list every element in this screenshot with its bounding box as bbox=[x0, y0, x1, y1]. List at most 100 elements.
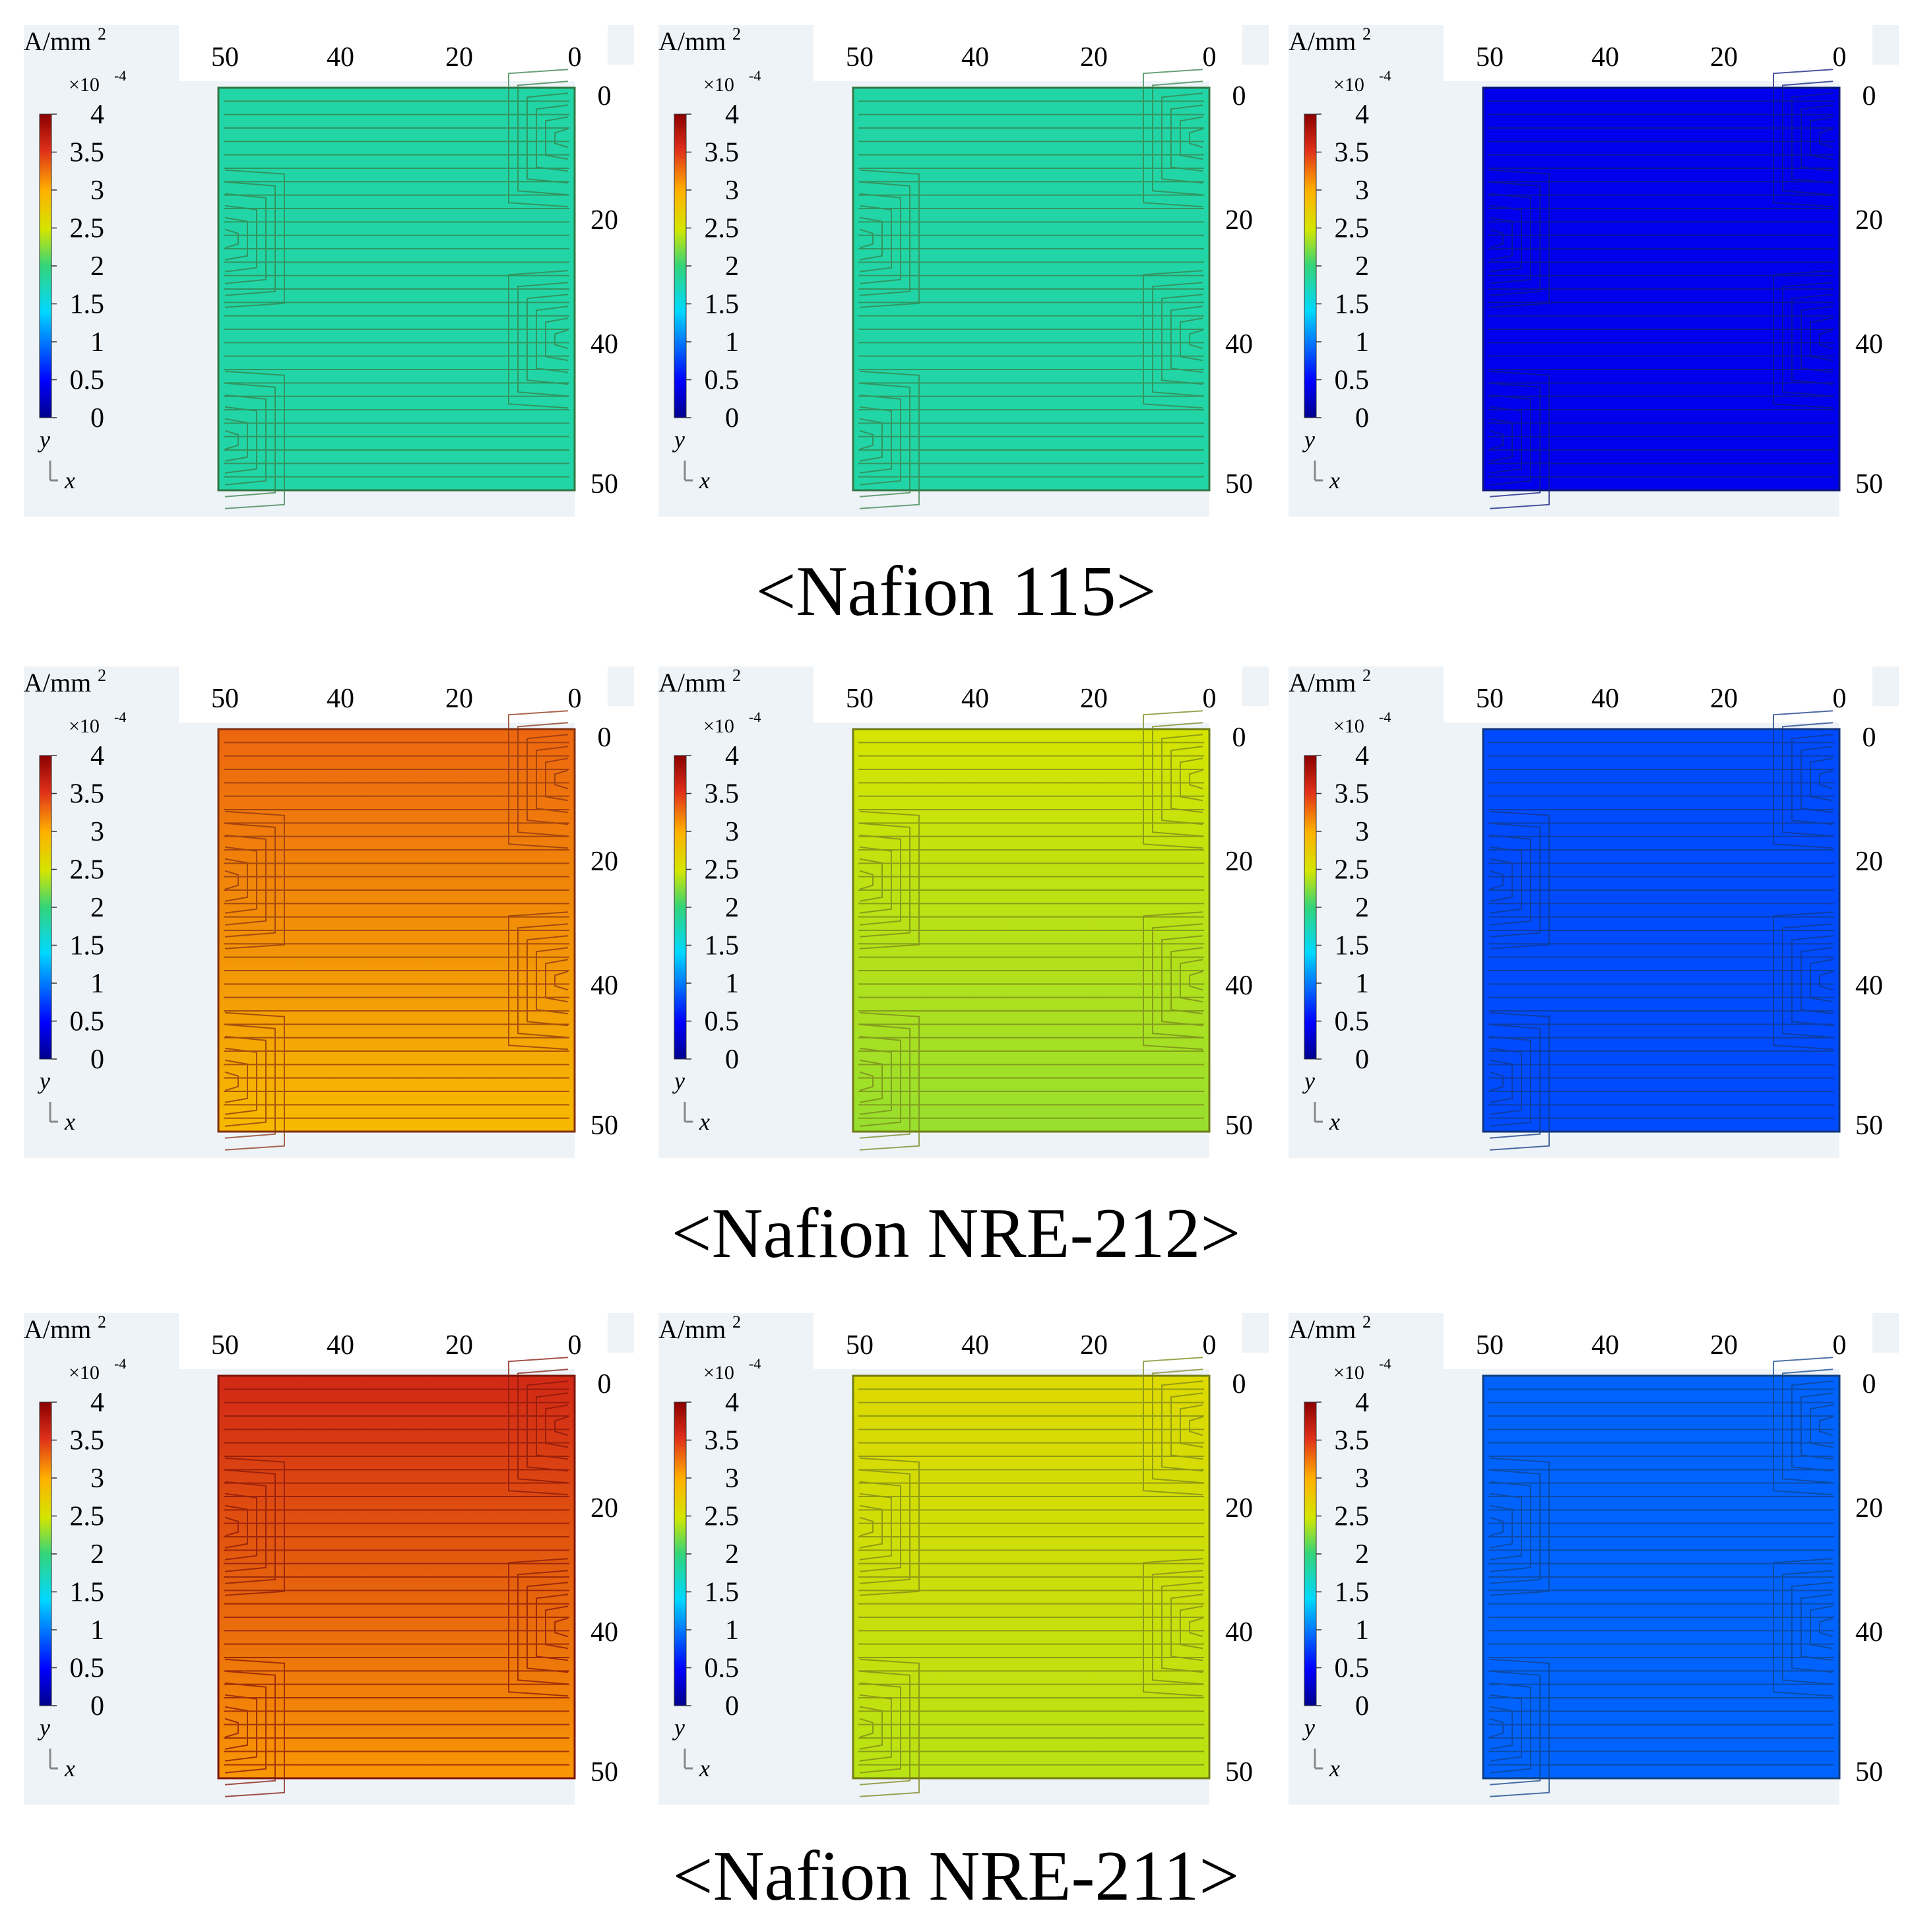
channel-turn bbox=[545, 116, 569, 160]
row-title-nafion-nre-212: <Nafion NRE-212> bbox=[671, 1194, 1241, 1273]
channel-turn bbox=[224, 846, 257, 914]
channel-turn bbox=[859, 418, 883, 462]
y-axis-band bbox=[575, 65, 634, 517]
channel-turn bbox=[859, 216, 883, 261]
channel-turn bbox=[224, 1047, 257, 1115]
channel-turn bbox=[1143, 710, 1203, 849]
x-tick-label: 50 bbox=[1476, 1330, 1504, 1361]
colorbar-unit-sup: 2 bbox=[1362, 666, 1371, 685]
channel-turn bbox=[554, 128, 569, 148]
channel-turn bbox=[859, 1516, 874, 1537]
y-tick-label: 20 bbox=[590, 1493, 618, 1524]
channel-turn bbox=[1170, 1594, 1203, 1661]
channel-turn bbox=[224, 1658, 285, 1797]
colorbar-tick-label: 2 bbox=[1355, 1539, 1369, 1570]
y-tick-label: 50 bbox=[590, 1757, 618, 1787]
channel-turn bbox=[554, 1617, 569, 1638]
colorbar-multiplier-sup: -4 bbox=[114, 1355, 126, 1372]
x-tick-label: 0 bbox=[1203, 1330, 1217, 1361]
colorbar-tick-label: 0 bbox=[725, 403, 739, 434]
x-tick-label: 20 bbox=[1710, 42, 1738, 73]
y-tick-label: 50 bbox=[1225, 1757, 1253, 1787]
colorbar-tick-label: 2.5 bbox=[705, 214, 740, 244]
channel-turn bbox=[224, 1071, 239, 1091]
triad-x-label: x bbox=[64, 1755, 75, 1782]
channel-turn bbox=[859, 193, 901, 284]
channel-turn bbox=[1773, 911, 1833, 1050]
channel-turn bbox=[1791, 1380, 1833, 1472]
channel-turn bbox=[1800, 746, 1833, 814]
channel-turn bbox=[1773, 710, 1833, 849]
x-tick-label: 40 bbox=[961, 42, 989, 73]
channel-turn bbox=[1489, 870, 1504, 890]
colorbar-gradient bbox=[674, 755, 687, 1060]
channel-turn bbox=[1819, 128, 1833, 148]
x-axis-band bbox=[1444, 666, 1872, 723]
colorbar-tick-label: 3 bbox=[1355, 817, 1369, 847]
channel-turn bbox=[1489, 406, 1522, 474]
channel-turn bbox=[224, 370, 285, 509]
channel-turn bbox=[224, 169, 285, 308]
colorbar-tick-label: 0 bbox=[1355, 1045, 1369, 1075]
channel-turn bbox=[1180, 1404, 1203, 1448]
channel-turn bbox=[1489, 810, 1550, 950]
x-axis-band bbox=[1444, 25, 1872, 81]
channel-turn bbox=[1189, 971, 1203, 991]
colorbar-gradient bbox=[1304, 1401, 1317, 1706]
channel-turn bbox=[1800, 104, 1833, 172]
colorbar-tick-label: 0.5 bbox=[70, 366, 105, 396]
channel-turn bbox=[859, 228, 874, 249]
channel-turn bbox=[859, 1047, 892, 1115]
channel-turn bbox=[1170, 1392, 1203, 1460]
channel-turn bbox=[224, 1670, 276, 1786]
colorbar-tick-label: 3 bbox=[90, 817, 104, 847]
channel-turn bbox=[224, 1694, 257, 1762]
channel-turn bbox=[554, 1416, 569, 1436]
colorbar-tick-label: 2.5 bbox=[70, 1502, 105, 1532]
colorbar-tick-label: 3.5 bbox=[705, 1426, 740, 1456]
channel-turn bbox=[859, 1035, 901, 1127]
colorbar-multiplier-sup: -4 bbox=[749, 67, 761, 84]
channel-turn bbox=[526, 1380, 569, 1472]
y-tick-label: 20 bbox=[1855, 205, 1883, 236]
channel-turn bbox=[224, 1457, 285, 1596]
triad-y-label: y bbox=[672, 426, 685, 453]
channel-turn bbox=[1489, 228, 1504, 249]
colorbar-tick-label: 2 bbox=[90, 251, 104, 282]
channel-turn bbox=[1773, 1357, 1833, 1496]
colorbar-tick-label: 1 bbox=[90, 327, 104, 358]
colorbar-gradient bbox=[1304, 755, 1317, 1060]
channel-turn bbox=[1800, 947, 1833, 1015]
x-tick-label: 40 bbox=[327, 684, 354, 714]
channel-turn bbox=[1189, 769, 1203, 790]
triad-y-label: y bbox=[38, 426, 50, 453]
channel-turn bbox=[224, 216, 248, 261]
serpentine-channels bbox=[224, 69, 569, 509]
serpentine-channels bbox=[858, 69, 1204, 509]
y-tick-label: 20 bbox=[1855, 847, 1883, 877]
channel-turn bbox=[526, 1582, 569, 1673]
y-axis-band bbox=[575, 1353, 634, 1805]
y-tick-label: 50 bbox=[1855, 1111, 1883, 1141]
colorbar-gradient bbox=[1304, 113, 1317, 418]
colorbar-tick-label: 3.5 bbox=[705, 779, 740, 810]
y-tick-label: 20 bbox=[1225, 1493, 1253, 1524]
x-axis-band bbox=[813, 666, 1242, 723]
colorbar-multiplier: ×10 bbox=[69, 715, 100, 737]
channel-turn bbox=[1489, 1504, 1513, 1549]
channel-turn bbox=[1489, 1071, 1504, 1091]
y-tick-label: 50 bbox=[590, 1111, 618, 1141]
channel-turn bbox=[1489, 1469, 1541, 1584]
channel-turn bbox=[1161, 294, 1203, 385]
channel-turn bbox=[1782, 722, 1833, 837]
channel-turn bbox=[1819, 1617, 1833, 1638]
channel-turn bbox=[1152, 923, 1203, 1039]
triad-x-label: x bbox=[1329, 467, 1340, 494]
triad-x-label: x bbox=[699, 1109, 710, 1135]
channel-turn bbox=[1170, 306, 1203, 373]
triad-y-label: y bbox=[672, 1714, 685, 1741]
colorbar-tick-label: 2 bbox=[1355, 893, 1369, 923]
channel-turn bbox=[1489, 370, 1550, 509]
channel-turn bbox=[517, 923, 569, 1039]
colorbar-tick-label: 3.5 bbox=[70, 138, 105, 168]
